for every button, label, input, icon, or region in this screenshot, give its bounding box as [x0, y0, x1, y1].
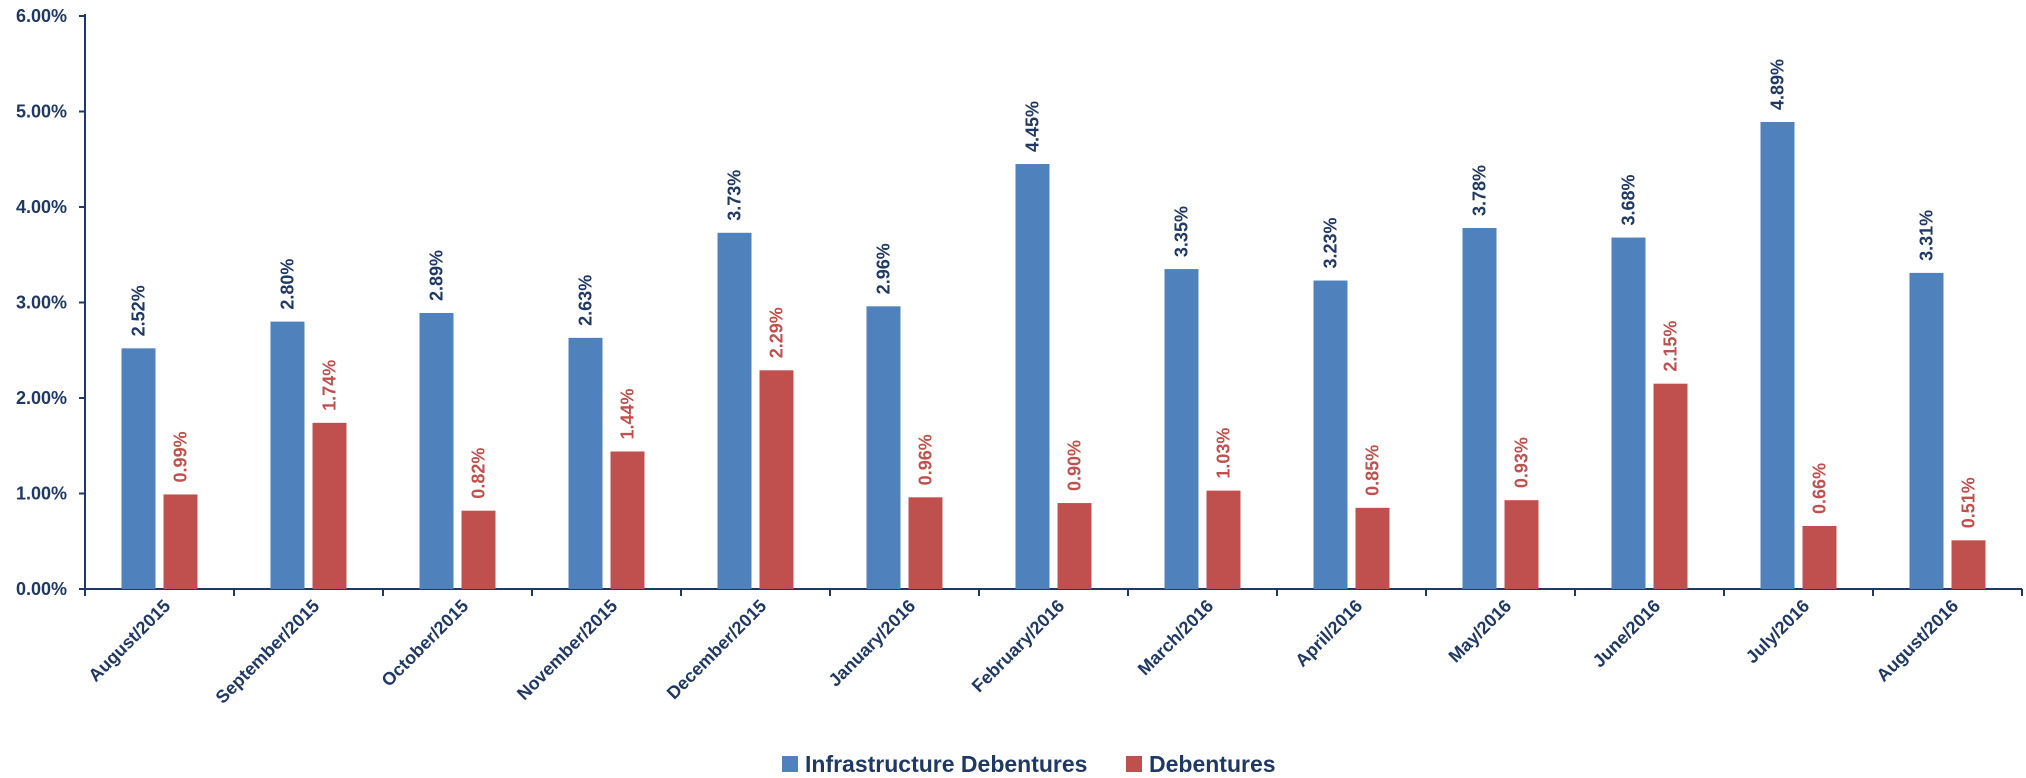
bar-debentures	[759, 370, 794, 589]
x-tick-label: June/2016	[1589, 596, 1665, 672]
data-label: 3.78%	[1470, 165, 1490, 216]
data-label: 4.45%	[1023, 101, 1043, 152]
data-label: 3.23%	[1321, 217, 1341, 268]
y-axis: 0.00% 1.00% 2.00% 3.00% 4.00% 5.00% 6.00%	[16, 6, 86, 599]
bar-infrastructure-debentures	[1462, 228, 1497, 589]
x-tick-label: May/2016	[1445, 596, 1516, 667]
data-label: 0.93%	[1512, 437, 1532, 488]
data-labels: 2.52% 2.80% 2.89% 2.63% 3.73% 2.96% 4.45% 3.35%…	[129, 59, 1979, 528]
data-label: 3.73%	[725, 170, 745, 221]
bar-debentures	[1504, 500, 1539, 589]
x-tick-label: December/2015	[663, 596, 771, 704]
y-tick-label: 4.00%	[16, 197, 67, 217]
data-label: 0.82%	[469, 448, 489, 499]
bar-infrastructure-debentures	[568, 337, 603, 589]
data-label: 2.96%	[874, 243, 894, 294]
data-label: 2.15%	[1661, 321, 1681, 372]
bar-infrastructure-debentures	[717, 232, 752, 589]
legend-label-infrastructure-debentures: Infrastructure Debentures	[805, 751, 1087, 777]
x-tick-label: September/2015	[212, 596, 324, 708]
legend-label-debentures: Debentures	[1149, 751, 1276, 777]
y-tick-label: 0.00%	[16, 579, 67, 599]
bar-infrastructure-debentures	[1909, 272, 1944, 589]
bar-debentures	[908, 497, 943, 589]
x-tick-label: November/2015	[513, 596, 621, 704]
data-label: 2.80%	[278, 259, 298, 310]
x-tick-label: March/2016	[1134, 596, 1217, 679]
y-tick-label: 5.00%	[16, 102, 67, 122]
bar-debentures	[1653, 383, 1688, 589]
bar-debentures	[610, 451, 645, 589]
x-tick-label: August/2016	[1872, 596, 1962, 686]
x-tick-label: February/2016	[968, 596, 1068, 696]
bar-infrastructure-debentures	[1164, 269, 1199, 589]
bar-debentures	[1206, 490, 1241, 589]
data-label: 1.74%	[320, 360, 340, 411]
data-label: 2.29%	[767, 307, 787, 358]
data-label: 3.31%	[1917, 210, 1937, 261]
bar-infrastructure-debentures	[121, 348, 156, 589]
bar-debentures	[1057, 503, 1092, 589]
legend-swatch-infrastructure-debentures	[782, 756, 798, 772]
bar-infrastructure-debentures	[866, 306, 901, 589]
x-tick-label: July/2016	[1742, 596, 1813, 667]
x-axis: August/2015 September/2015 October/2015 Nov…	[84, 588, 2023, 708]
x-tick-label: August/2015	[84, 596, 174, 686]
data-label: 0.99%	[171, 431, 191, 482]
bar-debentures	[312, 422, 347, 589]
data-label: 0.66%	[1810, 463, 1830, 514]
legend: Infrastructure Debentures Debentures	[782, 751, 1276, 777]
bar-infrastructure-debentures	[1760, 122, 1795, 589]
data-label: 1.03%	[1214, 428, 1234, 479]
data-label: 0.51%	[1959, 477, 1979, 528]
y-tick-label: 1.00%	[16, 484, 67, 504]
bar-debentures	[1951, 540, 1986, 589]
bar-infrastructure-debentures	[1313, 280, 1348, 589]
data-label: 0.85%	[1363, 445, 1383, 496]
x-tick-label: January/2016	[825, 596, 920, 691]
data-label: 1.44%	[618, 388, 638, 439]
bar-infrastructure-debentures	[419, 313, 454, 589]
bar-debentures	[163, 494, 198, 589]
bar-debentures	[461, 510, 496, 589]
y-tick-label: 3.00%	[16, 293, 67, 313]
data-label: 0.90%	[1065, 440, 1085, 491]
bar-debentures	[1355, 507, 1390, 589]
data-label: 2.52%	[129, 285, 149, 336]
data-label: 4.89%	[1768, 59, 1788, 110]
data-label: 2.63%	[576, 275, 596, 326]
y-tick-label: 6.00%	[16, 6, 67, 26]
data-label: 3.35%	[1172, 206, 1192, 257]
y-tick-label: 2.00%	[16, 388, 67, 408]
bar-infrastructure-debentures	[1611, 237, 1646, 589]
data-label: 2.89%	[427, 250, 447, 301]
bar-infrastructure-debentures	[1015, 164, 1050, 589]
legend-swatch-debentures	[1126, 756, 1142, 772]
data-label: 0.96%	[916, 434, 936, 485]
x-tick-label: October/2015	[378, 596, 473, 691]
bars	[121, 122, 1986, 589]
data-label: 3.68%	[1619, 175, 1639, 226]
bar-infrastructure-debentures	[270, 321, 305, 589]
x-tick-label: April/2016	[1291, 596, 1366, 671]
bar-debentures	[1802, 525, 1837, 589]
